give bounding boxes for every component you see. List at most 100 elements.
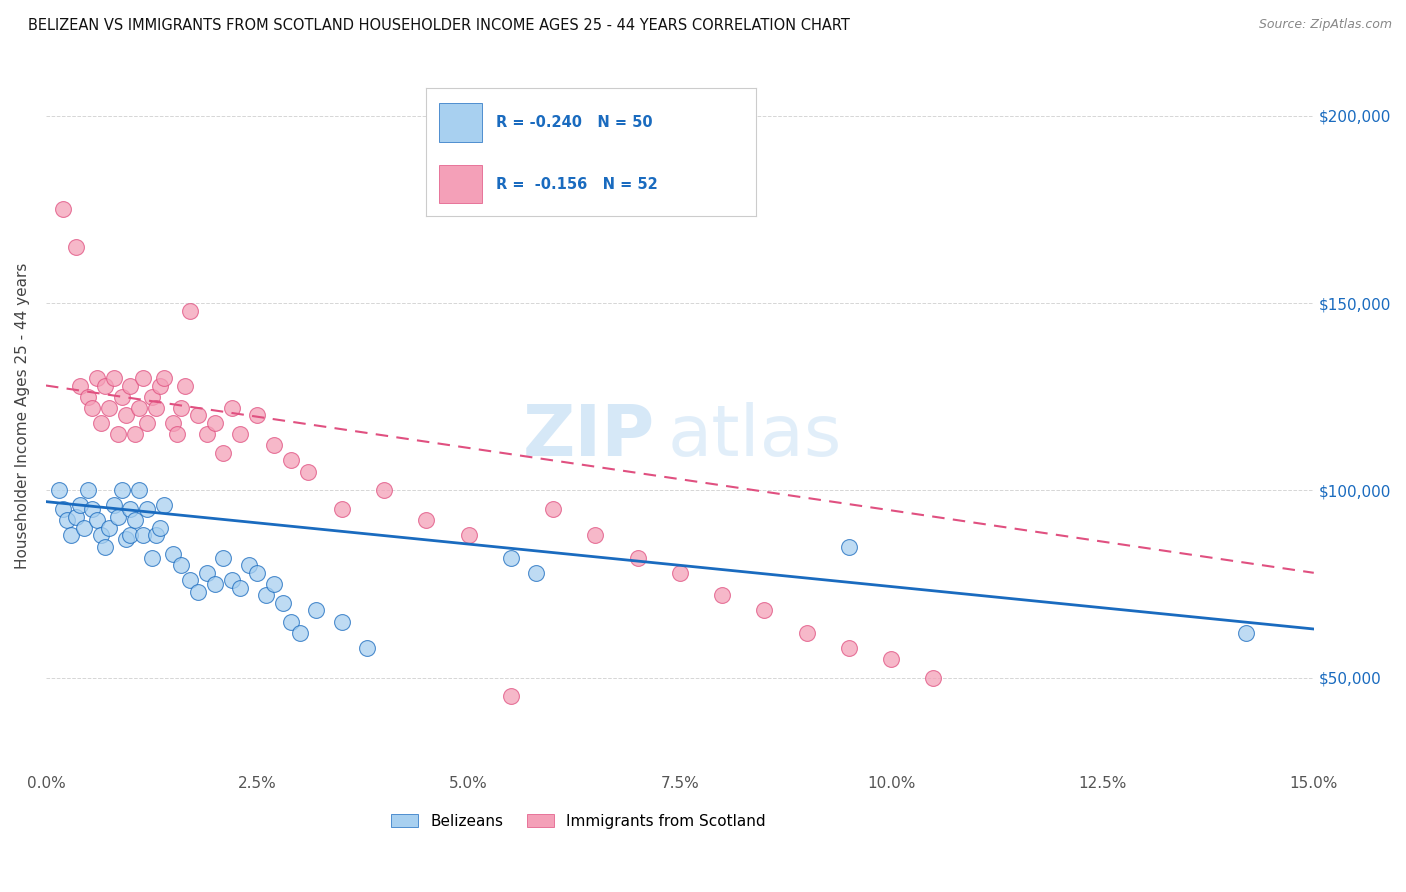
Point xyxy=(179,574,201,588)
Text: atlas: atlas xyxy=(668,402,842,471)
Point xyxy=(149,521,172,535)
Point xyxy=(65,240,87,254)
Point xyxy=(52,202,75,217)
Point xyxy=(246,566,269,580)
Point xyxy=(111,483,134,498)
Point xyxy=(838,540,860,554)
Point xyxy=(136,416,159,430)
Point xyxy=(90,528,112,542)
Point xyxy=(373,483,395,498)
Point xyxy=(124,427,146,442)
Point xyxy=(280,615,302,629)
Point xyxy=(221,401,243,415)
Point xyxy=(583,528,606,542)
Point xyxy=(170,401,193,415)
Point xyxy=(145,401,167,415)
Point xyxy=(541,502,564,516)
Point xyxy=(263,438,285,452)
Point xyxy=(238,558,260,573)
Text: BELIZEAN VS IMMIGRANTS FROM SCOTLAND HOUSEHOLDER INCOME AGES 25 - 44 YEARS CORRE: BELIZEAN VS IMMIGRANTS FROM SCOTLAND HOU… xyxy=(28,18,851,33)
Y-axis label: Householder Income Ages 25 - 44 years: Householder Income Ages 25 - 44 years xyxy=(15,262,30,569)
Point xyxy=(271,596,294,610)
Point xyxy=(838,640,860,655)
Point xyxy=(626,550,648,565)
Point xyxy=(77,483,100,498)
Point xyxy=(141,390,163,404)
Point xyxy=(69,378,91,392)
Point xyxy=(128,483,150,498)
Point xyxy=(124,513,146,527)
Point xyxy=(288,625,311,640)
Point xyxy=(60,528,83,542)
Point xyxy=(149,378,172,392)
Point xyxy=(195,566,218,580)
Point xyxy=(145,528,167,542)
Point xyxy=(204,416,226,430)
Point xyxy=(132,528,155,542)
Point xyxy=(457,528,479,542)
Point xyxy=(73,521,96,535)
Point xyxy=(880,652,903,666)
Point xyxy=(115,409,138,423)
Text: Source: ZipAtlas.com: Source: ZipAtlas.com xyxy=(1258,18,1392,31)
Point xyxy=(153,371,176,385)
Point xyxy=(128,401,150,415)
Point xyxy=(90,416,112,430)
Point xyxy=(94,540,117,554)
Point xyxy=(330,502,353,516)
Text: ZIP: ZIP xyxy=(522,402,655,471)
Point xyxy=(69,499,91,513)
Point xyxy=(179,303,201,318)
Point xyxy=(204,577,226,591)
Point xyxy=(229,581,252,595)
Point xyxy=(107,427,129,442)
Point xyxy=(499,690,522,704)
Point xyxy=(356,640,378,655)
Point xyxy=(922,671,945,685)
Point xyxy=(48,483,70,498)
Point xyxy=(103,371,125,385)
Point xyxy=(111,390,134,404)
Point xyxy=(170,558,193,573)
Point xyxy=(141,550,163,565)
Point xyxy=(195,427,218,442)
Point xyxy=(187,584,209,599)
Point xyxy=(162,547,184,561)
Point xyxy=(82,401,104,415)
Point xyxy=(212,550,235,565)
Point xyxy=(65,509,87,524)
Point xyxy=(212,446,235,460)
Point xyxy=(107,509,129,524)
Point xyxy=(263,577,285,591)
Point xyxy=(221,574,243,588)
Point xyxy=(120,528,142,542)
Point xyxy=(754,603,776,617)
Point xyxy=(98,401,121,415)
Point xyxy=(246,409,269,423)
Point xyxy=(115,532,138,546)
Point xyxy=(56,513,79,527)
Point xyxy=(103,499,125,513)
Point xyxy=(77,390,100,404)
Point xyxy=(524,566,547,580)
Point xyxy=(153,499,176,513)
Point xyxy=(98,521,121,535)
Point xyxy=(132,371,155,385)
Point xyxy=(174,378,197,392)
Point xyxy=(86,513,108,527)
Point xyxy=(187,409,209,423)
Point xyxy=(86,371,108,385)
Point xyxy=(120,502,142,516)
Point xyxy=(280,453,302,467)
Point xyxy=(305,603,328,617)
Point xyxy=(94,378,117,392)
Point xyxy=(82,502,104,516)
Point xyxy=(711,588,734,602)
Point xyxy=(669,566,692,580)
Point xyxy=(162,416,184,430)
Point xyxy=(330,615,353,629)
Point xyxy=(796,625,818,640)
Point xyxy=(229,427,252,442)
Point xyxy=(52,502,75,516)
Point xyxy=(254,588,277,602)
